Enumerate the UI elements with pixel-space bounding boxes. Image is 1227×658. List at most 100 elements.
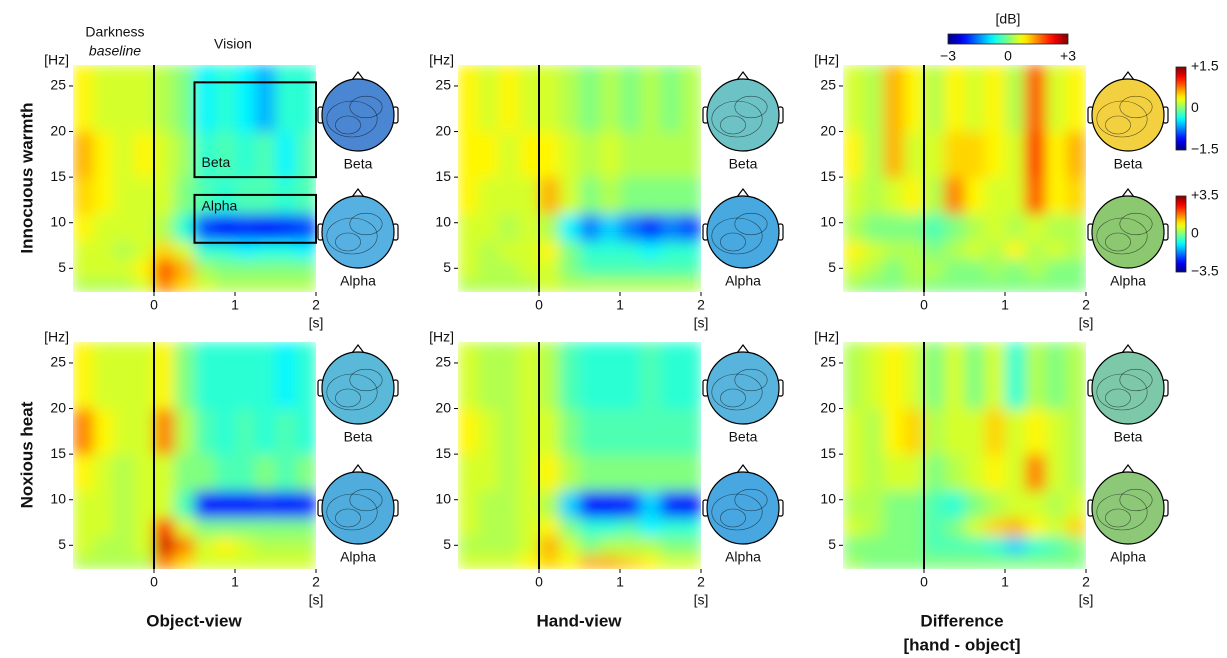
topoplot: [706, 351, 780, 425]
topo-contour: [326, 493, 378, 531]
topo-contour: [1119, 95, 1153, 119]
heatmap-cell: [984, 131, 1006, 178]
heatmap-cell: [924, 177, 945, 215]
x-tick-label: 2: [697, 297, 705, 313]
topo-label: Beta: [1114, 429, 1143, 445]
y-axis-label: [Hz]: [44, 329, 69, 345]
heatmap-cell: [640, 213, 661, 242]
heatmap-cell: [640, 240, 661, 260]
topo-contour: [1105, 388, 1131, 408]
x-axis-label: [s]: [309, 315, 324, 331]
heatmap-cell: [1045, 259, 1067, 278]
heatmap-cell: [1065, 490, 1086, 519]
heatmap-cell: [579, 213, 601, 242]
heatmap-cell: [924, 342, 945, 410]
heatmap-cells: [458, 342, 701, 569]
heatmap-cell: [498, 65, 520, 133]
heatmap-cell: [1005, 454, 1026, 492]
heatmap-cell: [620, 131, 641, 178]
topo-contour: [335, 388, 361, 408]
heatmap-cell: [295, 554, 316, 569]
x-tick-label: 0: [920, 297, 928, 313]
topo-contour: [720, 232, 746, 252]
y-tick-label: 5: [443, 259, 451, 275]
heatmap-cell: [863, 554, 884, 569]
heatmap: [843, 342, 1086, 569]
heatmap-cell: [194, 131, 216, 178]
heatmap-cell: [1025, 342, 1046, 410]
heatmap-cell: [903, 177, 925, 215]
heatmap-cell: [133, 517, 155, 537]
heatmap-cell: [1065, 454, 1086, 492]
heatmap-cell: [1025, 131, 1046, 178]
heatmap-cell: [154, 213, 175, 242]
heatmap-cell: [1005, 259, 1026, 278]
heatmap-cell: [883, 213, 905, 242]
topo-contour: [711, 373, 763, 411]
heatmap-cell: [235, 277, 256, 292]
heatmap-cell: [903, 65, 925, 133]
heatmap-cell: [133, 490, 155, 519]
heatmap-cell: [214, 259, 236, 278]
topo-contour: [1105, 508, 1131, 528]
heatmap-cell: [924, 240, 945, 260]
y-tick-label: 10: [820, 490, 836, 506]
heatmap-cell: [478, 240, 499, 260]
topo-label: Alpha: [1110, 273, 1146, 289]
heatmap-cell: [478, 408, 499, 455]
heatmap-cell: [93, 277, 114, 292]
topo-label: Alpha: [725, 549, 761, 565]
heatmap-cell: [255, 213, 276, 242]
heatmap-cell: [843, 277, 864, 292]
heatmap-cell: [964, 65, 986, 133]
heatmap-cell: [680, 177, 701, 215]
column-label: [hand - object]: [903, 635, 1020, 654]
heatmap-cell: [1025, 277, 1046, 292]
heatmap-cell: [924, 259, 945, 278]
heatmap-cell: [275, 259, 297, 278]
heatmap-cell: [154, 131, 175, 178]
topo-label: Alpha: [1110, 549, 1146, 565]
heatmap-cell: [984, 408, 1006, 455]
heatmap-cell: [599, 65, 621, 133]
heatmap-cell: [964, 554, 986, 569]
heatmap-cell: [964, 342, 986, 410]
heatmap-cell: [579, 259, 601, 278]
topoplot: [321, 351, 395, 425]
heatmap-cell: [944, 536, 965, 555]
x-axis-label: [s]: [694, 592, 709, 608]
heatmap-cell: [680, 240, 701, 260]
heatmap-cell: [863, 490, 884, 519]
heatmap-cell: [944, 240, 965, 260]
heatmap-cell: [599, 213, 621, 242]
y-tick-label: 20: [50, 399, 66, 415]
heatmap-cell: [235, 490, 256, 519]
topo-contour: [335, 115, 361, 135]
heatmap-cell: [1065, 517, 1086, 537]
heatmap-cell: [984, 554, 1006, 569]
heatmap-cell: [214, 277, 236, 292]
heatmap-cell: [275, 517, 297, 537]
heatmap-cell: [903, 240, 925, 260]
heatmap-cell: [1025, 259, 1046, 278]
heatmap-cell: [174, 536, 195, 555]
heatmap-cell: [214, 65, 236, 133]
heatmap-cell: [1025, 65, 1046, 133]
heatmap-cell: [620, 65, 641, 133]
topoplot: [321, 78, 395, 152]
heatmap-cell: [113, 554, 135, 569]
heatmap-cell: [275, 131, 297, 178]
x-tick-label: 2: [697, 574, 705, 590]
x-axis-label: [s]: [309, 592, 324, 608]
heatmap-cell: [539, 342, 560, 410]
topo-contour: [1119, 488, 1153, 512]
heatmap-cell: [680, 259, 701, 278]
heatmap-cell: [843, 240, 864, 260]
heatmap-cell: [640, 177, 661, 215]
heatmap-cell: [93, 342, 114, 410]
heatmap-cell: [1005, 131, 1026, 178]
heatmap-cell: [518, 517, 540, 537]
heatmap-cell: [539, 536, 560, 555]
heatmap-cell: [599, 408, 621, 455]
heatmap-cell: [579, 342, 601, 410]
